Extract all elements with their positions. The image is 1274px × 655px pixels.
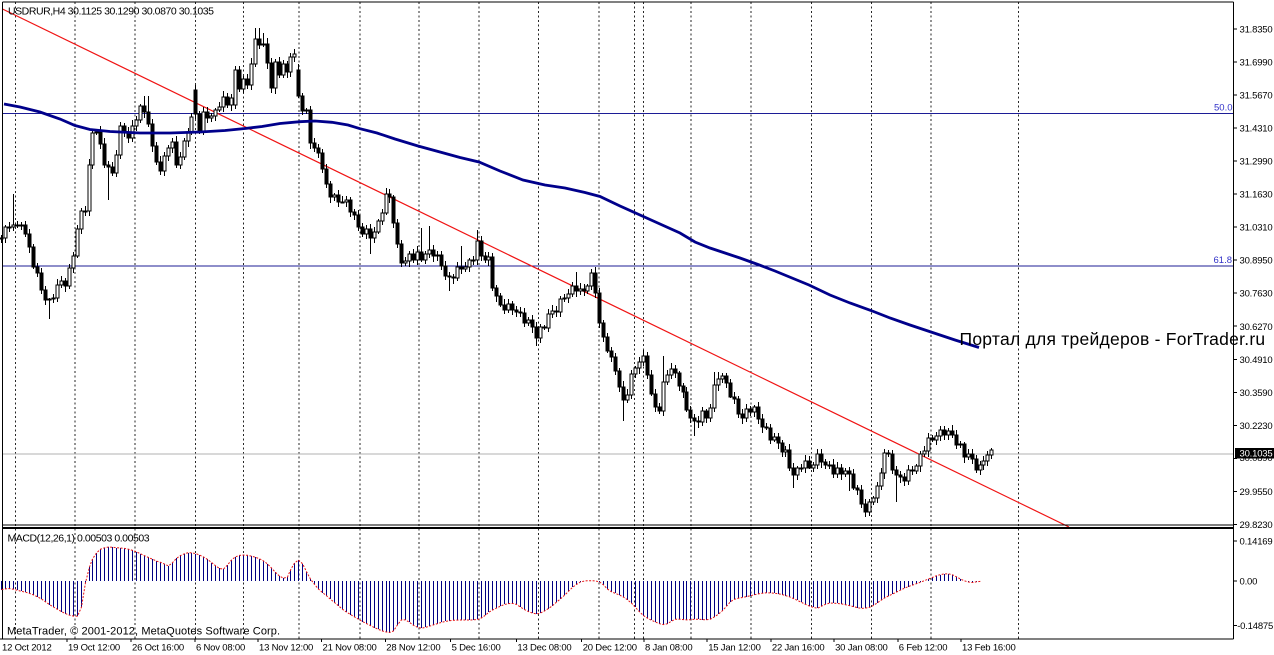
svg-text:MetaTrader, © 2001-2012, MetaQ: MetaTrader, © 2001-2012, MetaQuotes Soft…	[7, 626, 280, 638]
svg-text:30.2230: 30.2230	[1240, 421, 1273, 432]
svg-text:30.8950: 30.8950	[1240, 256, 1273, 267]
svg-text:12 Oct 2012: 12 Oct 2012	[2, 643, 52, 654]
svg-text:31.2990: 31.2990	[1240, 157, 1273, 168]
svg-text:26 Oct 16:00: 26 Oct 16:00	[132, 643, 184, 654]
svg-text:29.8230: 29.8230	[1240, 520, 1273, 531]
svg-text:30.1035: 30.1035	[1240, 449, 1273, 460]
svg-text:30.6270: 30.6270	[1240, 322, 1273, 333]
svg-text:6 Nov 08:00: 6 Nov 08:00	[196, 643, 245, 654]
svg-text:28 Nov 12:00: 28 Nov 12:00	[386, 643, 440, 654]
svg-text:31.5670: 31.5670	[1240, 90, 1273, 101]
svg-text:31.8350: 31.8350	[1240, 24, 1273, 35]
svg-text:50.0: 50.0	[1214, 103, 1233, 114]
svg-text:6 Feb 12:00: 6 Feb 12:00	[899, 643, 948, 654]
svg-text:29.9550: 29.9550	[1240, 487, 1273, 498]
svg-text:31.1630: 31.1630	[1240, 190, 1273, 201]
svg-text:31.0310: 31.0310	[1240, 223, 1273, 234]
svg-text:61.8: 61.8	[1214, 255, 1233, 266]
svg-text:-0.14875: -0.14875	[1237, 621, 1273, 632]
svg-text:20 Dec 12:00: 20 Dec 12:00	[583, 643, 637, 654]
svg-text:8 Jan 08:00: 8 Jan 08:00	[645, 643, 692, 654]
svg-text:13 Nov 12:00: 13 Nov 12:00	[259, 643, 313, 654]
svg-text:Портал для трейдеров - ForTrad: Портал для трейдеров - ForTrader.ru	[960, 329, 1266, 349]
svg-text:13 Feb 16:00: 13 Feb 16:00	[962, 643, 1016, 654]
svg-text:MACD(12,26,1) 0.00503 0.00503: MACD(12,26,1) 0.00503 0.00503	[8, 533, 150, 545]
svg-text:19 Oct 12:00: 19 Oct 12:00	[68, 643, 120, 654]
svg-text:0.00: 0.00	[1240, 576, 1258, 587]
svg-text:30.7630: 30.7630	[1240, 289, 1273, 300]
svg-text:31.6990: 31.6990	[1240, 57, 1273, 68]
svg-text:0.14169: 0.14169	[1240, 537, 1273, 548]
svg-text:13 Dec 08:00: 13 Dec 08:00	[517, 643, 571, 654]
svg-text:5 Dec 16:00: 5 Dec 16:00	[452, 643, 501, 654]
svg-text:21 Nov 08:00: 21 Nov 08:00	[323, 643, 377, 654]
svg-text:31.4310: 31.4310	[1240, 123, 1273, 134]
svg-text:USDRUR,H4 30.1125 30.1290 30.: USDRUR,H4 30.1125 30.1290 30.0870 30.103…	[8, 6, 214, 18]
svg-text:30.3590: 30.3590	[1240, 388, 1273, 399]
svg-text:22 Jan 16:00: 22 Jan 16:00	[772, 643, 825, 654]
svg-text:30 Jan 08:00: 30 Jan 08:00	[835, 643, 888, 654]
svg-text:15 Jan 12:00: 15 Jan 12:00	[708, 643, 761, 654]
svg-text:30.4910: 30.4910	[1240, 355, 1273, 366]
